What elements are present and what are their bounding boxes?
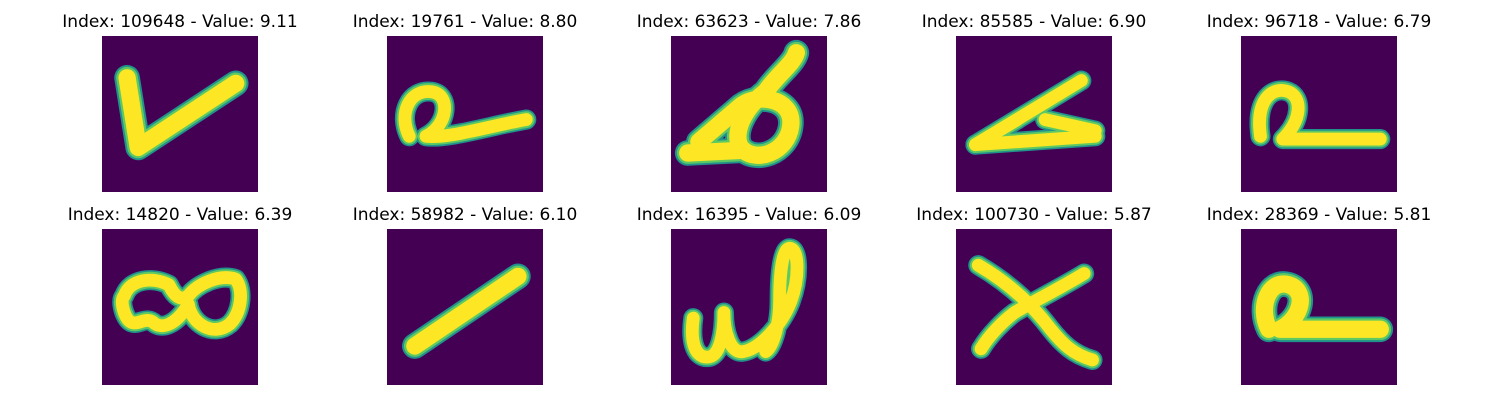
panel-3: Index: 63623 - Value: 7.86 xyxy=(599,12,899,197)
panel-6: Index: 14820 - Value: 6.39 xyxy=(30,205,330,390)
panel-title: Index: 96718 - Value: 6.79 xyxy=(1206,12,1432,32)
glyph-stroke xyxy=(398,85,533,144)
panel-1: Index: 109648 - Value: 9.11 xyxy=(30,12,330,197)
glyph-image-figure-eight xyxy=(102,229,258,385)
glyph-stroke xyxy=(729,83,800,164)
panel-title: Index: 109648 - Value: 9.11 xyxy=(62,12,298,32)
panel-10: Index: 28369 - Value: 5.81 xyxy=(1169,205,1469,390)
glyph-image-w-shape xyxy=(671,229,827,385)
panel-title: Index: 100730 - Value: 5.87 xyxy=(916,205,1152,225)
glyph-stroke xyxy=(1255,275,1389,338)
panel-9: Index: 100730 - Value: 5.87 xyxy=(884,205,1184,390)
glyph-image-loop-tail xyxy=(1241,229,1397,385)
panel-8: Index: 16395 - Value: 6.09 xyxy=(599,205,899,390)
glyph-image-diagonal-bar xyxy=(387,229,543,385)
glyph-image-loop-tail xyxy=(387,36,543,192)
glyph-stroke xyxy=(685,242,804,364)
glyph-stroke xyxy=(1038,113,1102,138)
glyph-stroke xyxy=(971,258,1099,367)
glyph-stroke xyxy=(974,267,1091,356)
panel-title: Index: 19761 - Value: 8.80 xyxy=(352,12,578,32)
glyph-image-checkmark xyxy=(102,36,258,192)
glyph-image-clip-shape xyxy=(956,36,1112,192)
glyph-stroke xyxy=(406,267,527,355)
panel-title: Index: 14820 - Value: 6.39 xyxy=(67,205,293,225)
panel-4: Index: 85585 - Value: 6.90 xyxy=(884,12,1184,197)
glyph-stroke xyxy=(757,44,805,101)
panel-5: Index: 96718 - Value: 6.79 xyxy=(1169,12,1469,197)
panel-2: Index: 19761 - Value: 8.80 xyxy=(315,12,615,197)
glyph-stroke xyxy=(115,271,247,336)
glyph-stroke xyxy=(969,129,1102,152)
panel-title: Index: 85585 - Value: 6.90 xyxy=(921,12,1147,32)
glyph-stroke xyxy=(969,113,1024,152)
panel-title: Index: 16395 - Value: 6.09 xyxy=(636,205,862,225)
panel-7: Index: 58982 - Value: 6.10 xyxy=(315,205,615,390)
glyph-image-triangle-loop xyxy=(671,36,827,192)
panel-title: Index: 28369 - Value: 5.81 xyxy=(1206,205,1432,225)
glyph-image-arch-tail xyxy=(1241,36,1397,192)
panel-title: Index: 63623 - Value: 7.86 xyxy=(636,12,862,32)
panel-title: Index: 58982 - Value: 6.10 xyxy=(352,205,578,225)
glyph-image-x-cross xyxy=(956,229,1112,385)
glyph-stroke xyxy=(1253,84,1387,146)
glyph-stroke xyxy=(118,69,245,157)
